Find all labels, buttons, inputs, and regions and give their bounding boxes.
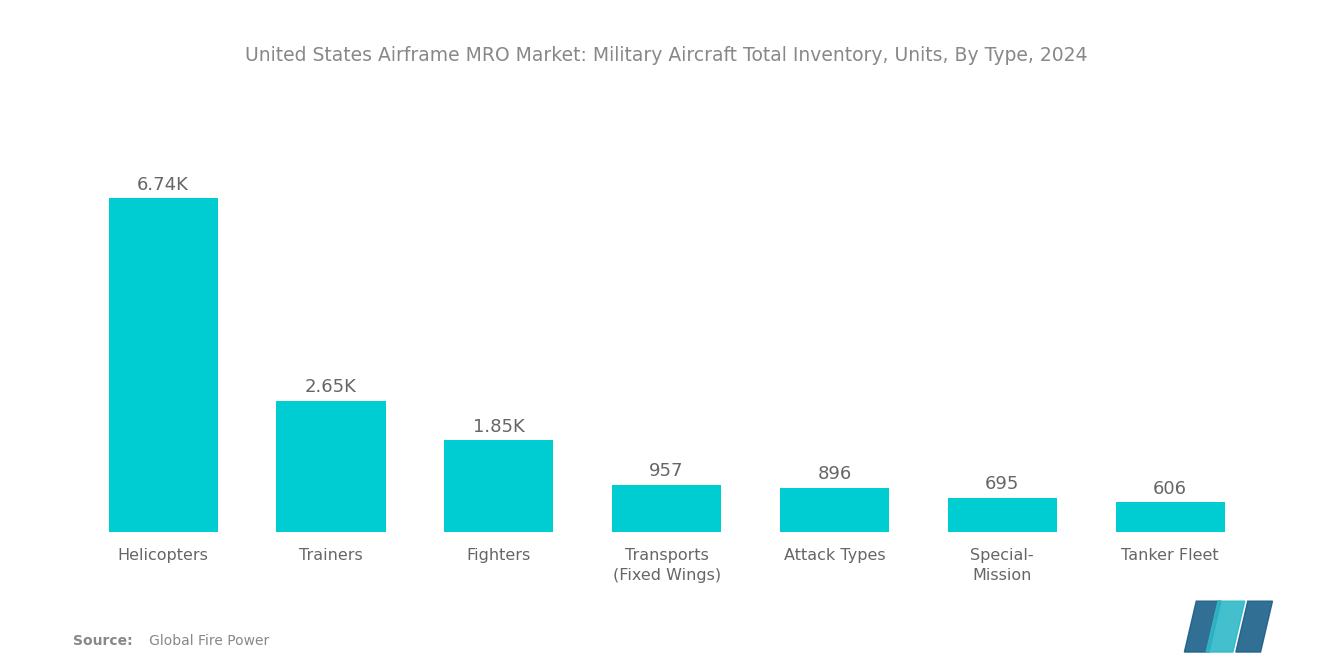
Text: 2.65K: 2.65K: [305, 378, 356, 396]
Bar: [1115, 502, 1225, 532]
Bar: [780, 487, 888, 532]
Bar: [276, 401, 385, 532]
Bar: [108, 198, 218, 532]
Text: Global Fire Power: Global Fire Power: [136, 634, 269, 648]
Title: United States Airframe MRO Market: Military Aircraft Total Inventory, Units, By : United States Airframe MRO Market: Milit…: [246, 47, 1088, 65]
Bar: [445, 440, 553, 532]
Text: 606: 606: [1154, 479, 1187, 497]
Text: 695: 695: [985, 475, 1019, 493]
Polygon shape: [1206, 601, 1245, 652]
Bar: [612, 485, 721, 532]
Text: 896: 896: [817, 465, 851, 483]
Text: Source:: Source:: [73, 634, 132, 648]
Bar: [948, 497, 1057, 532]
Polygon shape: [1236, 601, 1272, 652]
Polygon shape: [1184, 601, 1221, 652]
Text: 6.74K: 6.74K: [137, 176, 189, 194]
Text: 1.85K: 1.85K: [473, 418, 524, 436]
Text: 957: 957: [649, 462, 684, 480]
